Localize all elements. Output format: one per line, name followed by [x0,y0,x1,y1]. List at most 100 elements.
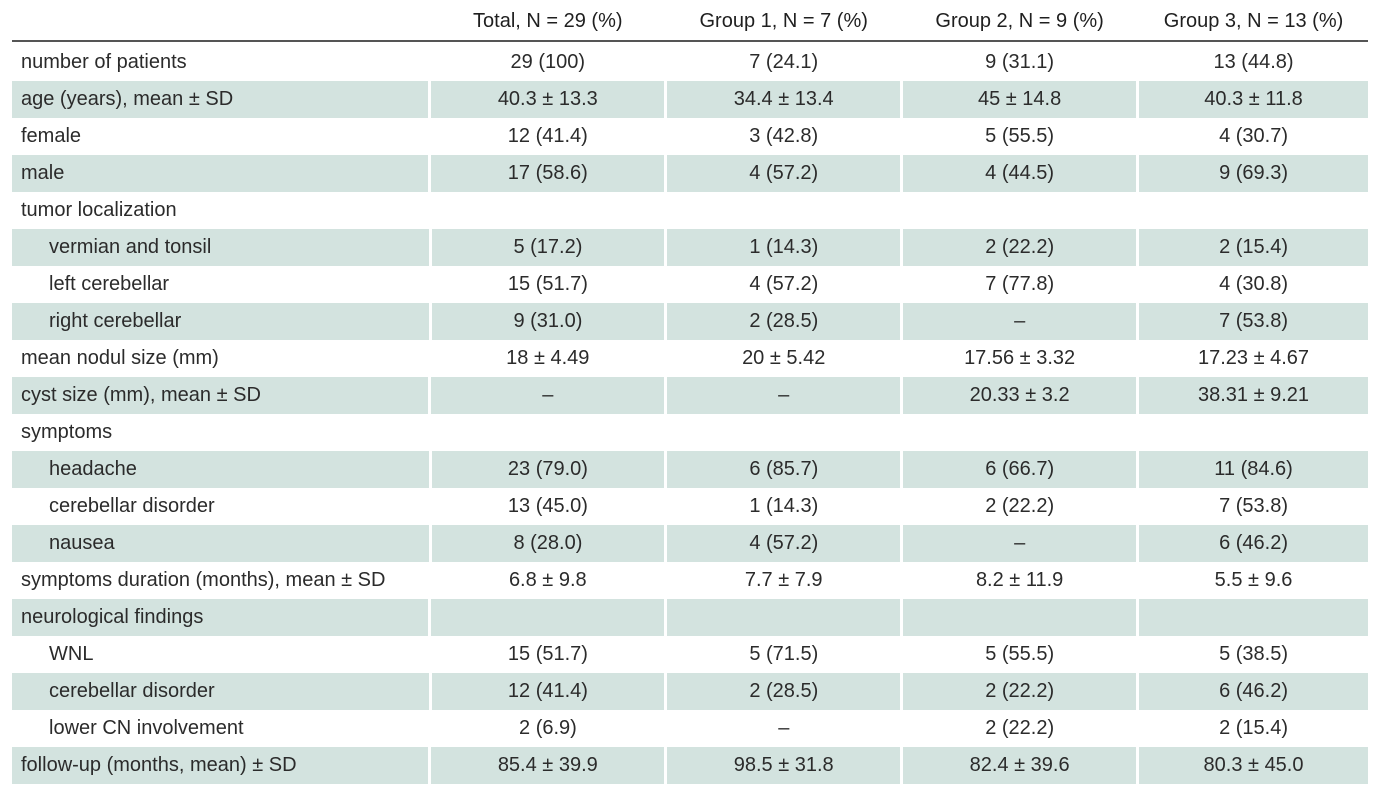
cell-group-3 [1139,414,1368,451]
cell-total: 18 ± 4.49 [506,347,590,369]
table-row: nausea 8 (28.0) 4 (57.2) –6 (46.2) [12,525,1368,562]
cell-group-2: 6 (66.7) [903,451,1137,488]
table-row: right cerebellar 9 (31.0) 2 (28.5) –7 (53.8… [12,303,1368,340]
cell-group-2: 17.56 ± 3.32 [964,347,1076,369]
row-label: left cerebellar [49,273,170,295]
table-row: neurological findings [12,599,1368,636]
table-row: lower CN involvement 2 (6.9) – 2 (22.2) 2 (1… [12,710,1368,747]
cell-group-1: 2 (28.5) [667,673,901,710]
cell-group-1: 7.7 ± 7.9 [744,569,823,591]
cell-group-2: 7 (77.8) [985,273,1055,295]
cell-total: 13 (45.0) [507,495,588,517]
table-row: cyst size (mm), mean ± SD – –20.33 ± 3.2 38… [12,377,1368,414]
cell-group-1: 4 (57.2) [667,155,901,192]
row-label: symptoms [21,421,113,443]
cell-total: 15 (51.7) [507,643,588,665]
cell-group-1: – [778,717,790,739]
cell-group-3: 9 (69.3) [1139,155,1368,192]
cell-group-2: – [903,303,1137,340]
cell-group-1 [667,599,901,636]
cell-group-1: 4 (57.2) [749,273,819,295]
header-cell-total: Total, N = 29 (%) [473,10,623,32]
cell-group-1: 20 ± 5.42 [742,347,826,369]
cell-total: 29 (100) [510,51,586,73]
cell-group-3: 11 (84.6) [1139,451,1368,488]
cell-total: – [431,377,665,414]
table-header-row: Total, N = 29 (%) Group 1, N = 7 (%) Gro… [12,0,1368,42]
cell-group-1: 4 (57.2) [667,525,901,562]
table-row: cerebellar disorder 13 (45.0) 1 (14.3) 2 (2… [12,488,1368,525]
row-label: cerebellar disorder [49,495,215,517]
cell-group-2 [903,192,1136,229]
row-label: WNL [49,643,94,665]
cell-group-3: 6 (46.2) [1139,673,1368,710]
cell-group-2: 5 (55.5) [985,125,1055,147]
row-label: cyst size (mm), mean ± SD [12,377,429,414]
cell-group-3 [1139,599,1368,636]
cell-group-3: 5.5 ± 9.6 [1214,569,1293,591]
cell-total: 85.4 ± 39.9 [431,747,665,784]
row-label: male [12,155,429,192]
cell-group-3: 40.3 ± 11.8 [1139,81,1368,118]
row-label: female [21,125,82,147]
cell-group-3: 17.23 ± 4.67 [1197,347,1310,369]
cell-group-2: 2 (22.2) [903,229,1137,266]
header-cell-label [12,0,428,40]
cell-group-2: 5 (55.5) [985,643,1055,665]
header-cell-group-1: Group 1, N = 7 (%) [699,10,868,32]
header-cell-group-2: Group 2, N = 9 (%) [935,10,1104,32]
cell-group-3: 2 (15.4) [1139,229,1368,266]
row-label: headache [12,451,429,488]
row-label: age (years), mean ± SD [12,81,429,118]
row-label: right cerebellar [12,303,429,340]
row-label: number of patients [21,51,187,73]
cell-group-3: 38.31 ± 9.21 [1139,377,1368,414]
table-row: WNL 15 (51.7) 5 (71.5) 5 (55.5) 5 (38.5) [12,636,1368,673]
table-row: left cerebellar 15 (51.7) 4 (57.2) 7 (77.8)… [12,266,1368,303]
table-row: vermian and tonsil 5 (17.2) 1 (14.3) 2 (22.… [12,229,1368,266]
table-row: headache 23 (79.0) 6 (85.7) 6 (66.7) 11 (84.… [12,451,1368,488]
row-label: tumor localization [21,199,177,221]
table-row: tumor localization [12,192,1368,229]
row-label: lower CN involvement [49,717,244,739]
cell-group-3: 6 (46.2) [1139,525,1368,562]
cell-group-1 [667,414,900,451]
table-row: symptoms [12,414,1368,451]
cell-total: 12 (41.4) [507,125,588,147]
row-label: neurological findings [12,599,429,636]
table-row: female 12 (41.4) 3 (42.8) 5 (55.5) 4 (30.7) [12,118,1368,155]
table-row: symptoms duration (months), mean ± SD 6.8… [12,562,1368,599]
header-cell-group-3: Group 3, N = 13 (%) [1163,10,1344,32]
cell-group-1: 98.5 ± 31.8 [667,747,901,784]
table-row: mean nodul size (mm) 18 ± 4.49 20 ± 5.42 17… [12,340,1368,377]
cell-group-3: 80.3 ± 45.0 [1139,747,1368,784]
row-label: vermian and tonsil [12,229,429,266]
cell-group-1: 2 (28.5) [667,303,901,340]
cell-total: 9 (31.0) [431,303,665,340]
cell-total [431,192,664,229]
row-label: cerebellar disorder [12,673,429,710]
cell-group-1: 34.4 ± 13.4 [667,81,901,118]
cell-group-1: 6 (85.7) [667,451,901,488]
cell-group-2: 4 (44.5) [903,155,1137,192]
cell-group-2: 9 (31.1) [985,51,1055,73]
cell-group-3 [1139,192,1368,229]
cell-group-1: 7 (24.1) [749,51,819,73]
cell-group-2: 2 (22.2) [985,717,1055,739]
cell-group-3: 7 (53.8) [1139,303,1368,340]
cell-total: 40.3 ± 13.3 [431,81,665,118]
cell-total [431,414,664,451]
table-row: age (years), mean ± SD 40.3 ± 13.3 34.4 ± … [12,81,1368,118]
cell-total: 5 (17.2) [431,229,665,266]
cell-total: 15 (51.7) [507,273,588,295]
row-label: nausea [12,525,429,562]
table-row: male 17 (58.6) 4 (57.2) 4 (44.5) 9 (69.3) [12,155,1368,192]
cell-group-3: 5 (38.5) [1219,643,1288,665]
cell-total [431,599,665,636]
cell-group-2: 45 ± 14.8 [903,81,1137,118]
table-body: number of patients 29 (100) 7 (24.1) 9 (31.… [12,42,1368,784]
cell-group-2: 82.4 ± 39.6 [903,747,1137,784]
patient-characteristics-table: Total, N = 29 (%) Group 1, N = 7 (%) Gro… [12,0,1368,784]
cell-group-1: – [667,377,901,414]
table-row: cerebellar disorder 12 (41.4) 2 (28.5) 2 (2… [12,673,1368,710]
